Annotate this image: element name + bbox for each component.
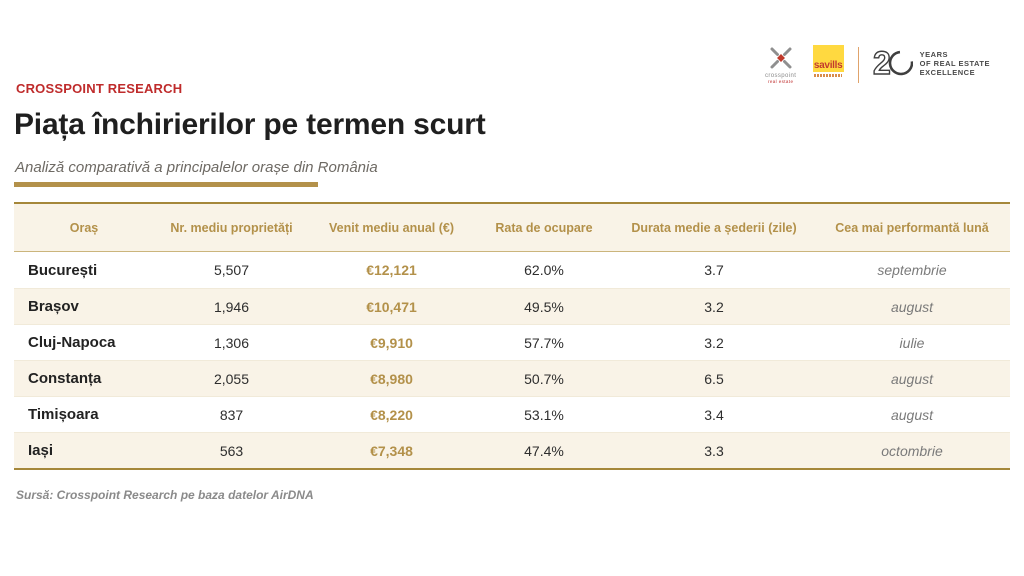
city-cell: București	[28, 261, 98, 279]
month-cell: octombrie	[881, 442, 943, 459]
table-row: Timișoara 837 €8,220 53.1% 3.4 august	[14, 396, 1010, 432]
column-header-occupancy: Rata de ocupare	[495, 220, 593, 235]
properties-cell: 5,507	[213, 262, 250, 278]
table-row: Cluj-Napoca 1,306 €9,910 57.7% 3.2 iulie	[14, 324, 1010, 360]
stay-cell: 6.5	[704, 370, 724, 387]
table-row: Brașov 1,946 €10,471 49.5% 3.2 august	[14, 288, 1010, 324]
stay-cell: 3.4	[704, 406, 724, 423]
city-cell: Timișoara	[28, 406, 99, 423]
month-cell: august	[890, 370, 934, 387]
page-title: Piața închirierilor pe termen scurt	[14, 108, 486, 141]
city-cell: Brașov	[28, 298, 79, 315]
logo-strip: crosspoint real estate savills 2 YEARS O…	[763, 45, 990, 84]
month-cell: august	[890, 406, 934, 423]
city-cell: Constanța	[28, 370, 102, 387]
revenue-cell: €8,980	[370, 370, 413, 387]
table-header-row: Oraș Nr. mediu proprietăți Venit mediu a…	[14, 204, 1010, 252]
city-comparison-table: Oraș Nr. mediu proprietăți Venit mediu a…	[14, 202, 1010, 470]
occupancy-cell: 50.7%	[524, 370, 564, 387]
savills-logo: savills	[812, 45, 844, 77]
crosspoint-logo-name: crosspoint	[764, 73, 797, 79]
column-header-stay: Durata medie a șederii (zile)	[631, 220, 797, 235]
revenue-cell: €12,121	[366, 262, 417, 278]
occupancy-cell: 49.5%	[524, 298, 564, 315]
source-note: Sursă: Crosspoint Research pe baza datel…	[16, 488, 314, 502]
crosspoint-logo: crosspoint real estate	[763, 45, 799, 84]
occupancy-cell: 53.1%	[524, 406, 564, 423]
savills-logo-wordmark: savills	[813, 60, 843, 71]
revenue-cell: €10,471	[366, 298, 417, 315]
month-cell: iulie	[899, 334, 925, 351]
column-header-month: Cea mai performantă lună	[835, 220, 989, 235]
properties-cell: 1,306	[213, 334, 250, 351]
properties-cell: 837	[219, 406, 244, 423]
occupancy-cell: 62.0%	[524, 262, 564, 278]
20-years-text: YEARS OF REAL ESTATE EXCELLENCE	[919, 49, 990, 77]
subtitle-underline	[14, 182, 318, 187]
city-cell: Iași	[28, 442, 54, 459]
column-header-city: Oraș	[69, 220, 99, 235]
crosspoint-x-icon	[768, 45, 794, 71]
stay-cell: 3.2	[704, 334, 724, 351]
table-row: București 5,507 €12,121 62.0% 3.7 septem…	[14, 252, 1010, 288]
table-row: Constanța 2,055 €8,980 50.7% 6.5 august	[14, 360, 1010, 396]
month-cell: septembrie	[877, 262, 947, 278]
month-cell: august	[890, 298, 934, 315]
stay-cell: 3.2	[704, 298, 724, 315]
20-years-numeral-icon: 2	[873, 47, 913, 79]
savills-logo-smallprint	[814, 74, 843, 77]
revenue-cell: €8,220	[370, 406, 413, 423]
eyebrow-label: CROSSPOINT RESEARCH	[16, 81, 183, 96]
revenue-cell: €9,910	[370, 334, 413, 351]
savills-logo-square: savills	[812, 45, 844, 72]
column-header-properties: Nr. mediu proprietăți	[170, 220, 293, 235]
occupancy-cell: 47.4%	[524, 442, 564, 459]
properties-cell: 2,055	[213, 370, 250, 387]
city-cell: Cluj-Napoca	[28, 334, 116, 351]
crosspoint-logo-sub: real estate	[767, 79, 794, 84]
table-row: Iași 563 €7,348 47.4% 3.3 octombrie	[14, 432, 1010, 468]
revenue-cell: €7,348	[370, 442, 413, 459]
svg-text:2: 2	[873, 47, 891, 79]
stay-cell: 3.7	[704, 262, 724, 278]
stay-cell: 3.3	[704, 442, 724, 459]
column-header-revenue: Venit mediu anual (€)	[328, 220, 455, 235]
logo-divider	[857, 47, 859, 83]
properties-cell: 563	[219, 442, 244, 459]
occupancy-cell: 57.7%	[524, 334, 564, 351]
20-years-logo: 2 YEARS OF REAL ESTATE EXCELLENCE	[873, 47, 990, 79]
page-subtitle: Analiză comparativă a principalelor oraș…	[15, 159, 378, 176]
properties-cell: 1,946	[213, 298, 250, 315]
